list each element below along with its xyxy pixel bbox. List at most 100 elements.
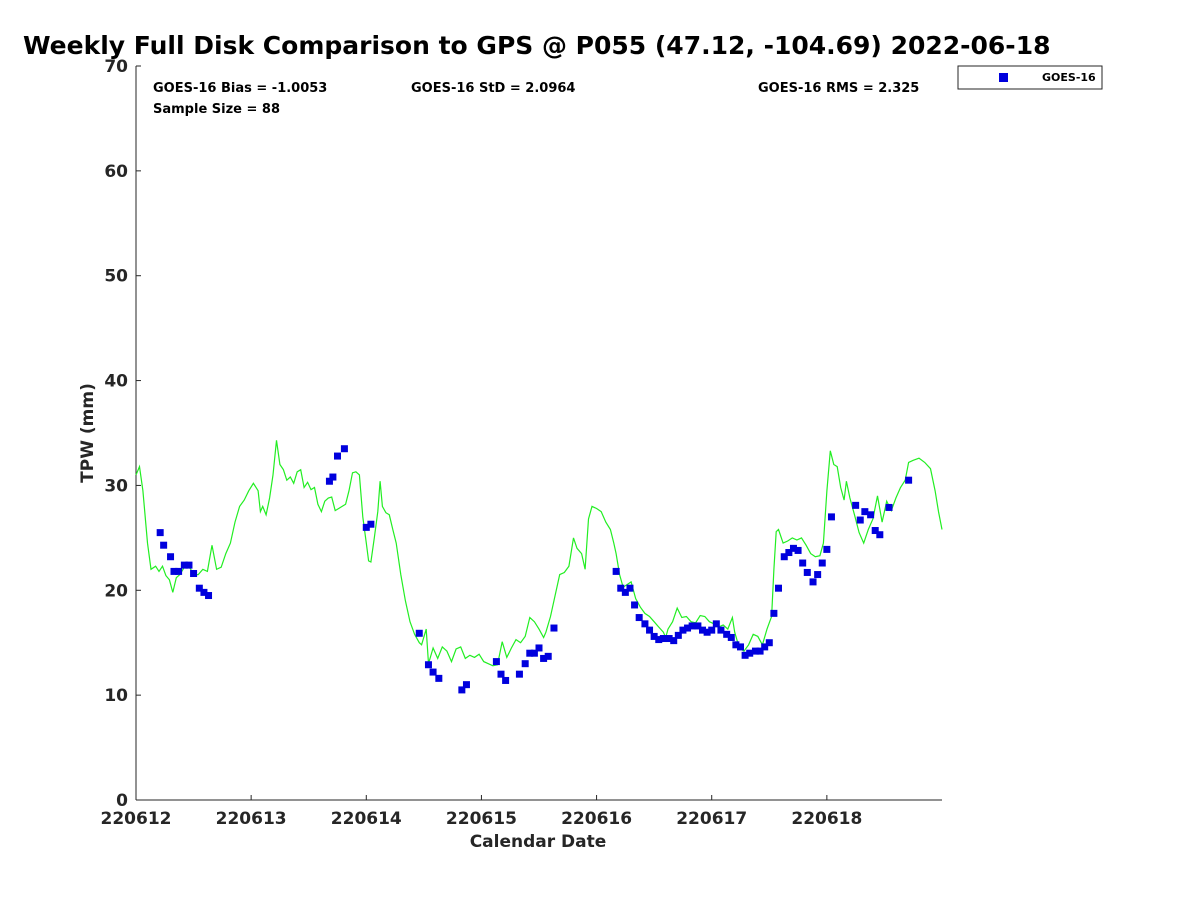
goes16-data-point <box>827 513 835 521</box>
goes16-data-point <box>723 630 731 638</box>
goes16-data-point <box>679 626 687 634</box>
y-axis-ticks: 0 10 20 30 40 50 60 70 <box>104 57 141 811</box>
goes16-data-point <box>741 651 749 659</box>
goes16-data-point <box>765 639 773 647</box>
goes16-data-point <box>737 643 744 651</box>
goes16-data-point <box>789 544 797 552</box>
goes16-data-point <box>703 628 711 636</box>
goes16-data-point <box>462 681 470 689</box>
goes16-data-point <box>761 643 769 651</box>
legend-label-goes16: GOES-16 <box>1042 71 1096 84</box>
legend: GOES-16 <box>957 65 1103 90</box>
goes16-data-point <box>521 660 529 668</box>
goes16-data-point <box>340 445 348 453</box>
x-tick-label: 220613 <box>216 809 287 829</box>
rms-annotation: GOES-16 RMS = 2.325 <box>758 81 919 96</box>
plot-area: 0 10 20 30 40 50 60 70 220612 220613 220614 220615… <box>101 57 943 829</box>
goes16-data-point <box>823 545 831 553</box>
goes16-data-point <box>535 644 543 652</box>
goes16-data-point <box>167 553 175 561</box>
goes16-data-point <box>621 588 629 596</box>
goes16-data-point <box>694 622 702 630</box>
goes16-data-point <box>180 561 188 569</box>
goes16-data-point <box>550 624 558 632</box>
goes16-data-point <box>727 633 735 641</box>
y-tick-label: 0 <box>116 791 128 811</box>
goes16-data-point <box>809 578 817 586</box>
goes16-data-point <box>175 567 183 575</box>
y-tick-label: 10 <box>104 686 128 706</box>
x-axis-label: Calendar Date <box>470 832 607 852</box>
goes16-data-point <box>185 561 193 569</box>
goes16-data-point <box>415 629 423 637</box>
chart-title: Weekly Full Disk Comparison to GPS @ P05… <box>23 31 1050 60</box>
goes16-data-point <box>688 622 696 630</box>
y-axis-label: TPW (mm) <box>78 383 98 483</box>
goes16-data-point <box>780 553 788 561</box>
series-points <box>156 445 913 694</box>
goes16-data-point <box>626 584 634 592</box>
goes16-data-point <box>424 661 432 669</box>
goes16-data-point <box>751 647 759 655</box>
goes16-data-point <box>156 529 164 537</box>
goes16-data-point <box>195 584 203 592</box>
goes16-data-point <box>708 626 716 634</box>
goes16-data-point <box>655 636 663 644</box>
goes16-data-point <box>544 652 552 660</box>
goes16-data-point <box>200 588 208 596</box>
goes16-data-point <box>540 654 548 662</box>
goes16-data-point <box>770 609 778 617</box>
bias-annotation: GOES-16 Bias = -1.0053 <box>153 81 327 96</box>
goes16-data-point <box>856 516 864 524</box>
y-tick-label: 40 <box>104 372 128 392</box>
goes16-data-point <box>526 649 534 657</box>
goes16-data-point <box>885 503 893 511</box>
goes16-data-point <box>659 635 667 643</box>
goes16-data-point <box>429 668 437 676</box>
goes16-data-point <box>674 631 682 639</box>
legend-marker-goes16 <box>999 73 1008 82</box>
goes16-data-point <box>712 620 720 628</box>
goes16-data-point <box>871 527 879 535</box>
x-tick-label: 220618 <box>791 809 862 829</box>
goes16-data-point <box>362 523 370 531</box>
goes16-data-point <box>635 614 643 622</box>
goes16-data-point <box>641 620 649 628</box>
goes16-data-point <box>631 601 639 609</box>
sample-size-annotation: Sample Size = 88 <box>153 102 280 117</box>
goes16-data-point <box>876 531 884 539</box>
goes16-data-point <box>818 559 826 567</box>
goes16-data-point <box>502 676 510 684</box>
goes16-data-point <box>646 626 654 634</box>
goes16-data-point <box>852 501 860 509</box>
goes16-data-point <box>774 584 782 592</box>
goes16-data-point <box>530 649 538 657</box>
goes16-data-point <box>497 670 505 678</box>
y-tick-label: 70 <box>104 57 128 77</box>
goes16-data-point <box>814 571 822 579</box>
x-tick-label: 220615 <box>446 809 517 829</box>
x-tick-label: 220616 <box>561 809 632 829</box>
gps-series-line <box>135 440 943 667</box>
x-tick-label: 220614 <box>331 809 402 829</box>
goes16-data-point <box>746 649 754 657</box>
series-lines <box>135 440 943 667</box>
y-tick-label: 30 <box>104 476 128 496</box>
goes16-data-point <box>170 567 178 575</box>
goes16-data-point <box>799 559 807 567</box>
goes16-data-point <box>617 584 625 592</box>
goes16-data-point <box>905 476 913 484</box>
goes16-data-point <box>717 626 725 634</box>
goes16-data-point <box>684 624 692 632</box>
legend-box <box>957 65 1103 90</box>
goes16-data-point <box>699 626 707 634</box>
goes16-data-point <box>435 674 443 682</box>
goes16-data-point <box>329 473 337 481</box>
y-tick-label: 20 <box>104 581 128 601</box>
goes16-data-point <box>458 686 466 694</box>
x-axis-ticks: 220612 220613 220614 220615 220616 220617 2206… <box>101 795 862 829</box>
goes16-data-point <box>325 477 333 485</box>
x-tick-label: 220612 <box>101 809 172 829</box>
goes16-data-point <box>867 511 875 519</box>
